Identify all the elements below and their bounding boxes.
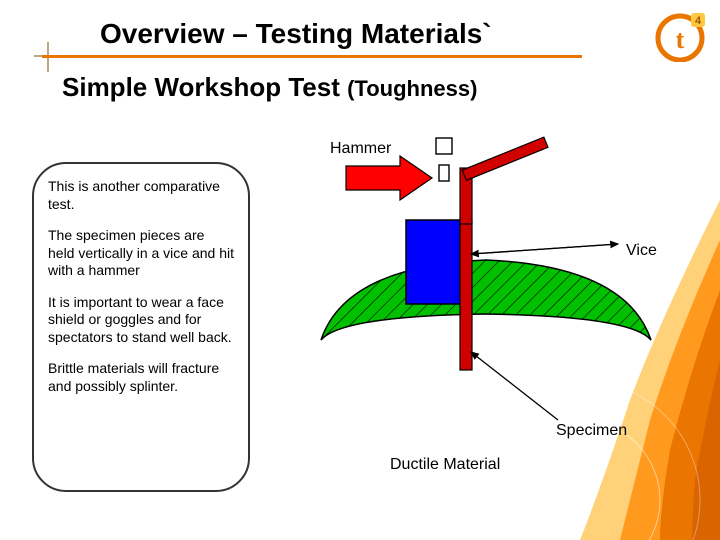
bubble-p4: Brittle materials will fracture and poss…	[48, 360, 234, 395]
bubble-p3: It is important to wear a face shield or…	[48, 294, 234, 347]
subtitle-main: Simple Workshop Test	[62, 72, 347, 102]
toughness-diagram	[276, 130, 696, 490]
page-subtitle: Simple Workshop Test (Toughness)	[62, 72, 477, 103]
subtitle-paren: (Toughness)	[347, 76, 477, 101]
svg-text:4: 4	[695, 15, 702, 27]
svg-text:t: t	[676, 25, 685, 54]
bubble-p2: The specimen pieces are held vertically …	[48, 227, 234, 280]
bubble-p1: This is another comparative test.	[48, 178, 234, 213]
logo-icon: t 4	[654, 10, 706, 62]
description-bubble: This is another comparative test. The sp…	[32, 162, 250, 492]
page-title: Overview – Testing Materials`	[100, 18, 492, 50]
title-underline	[42, 55, 582, 58]
